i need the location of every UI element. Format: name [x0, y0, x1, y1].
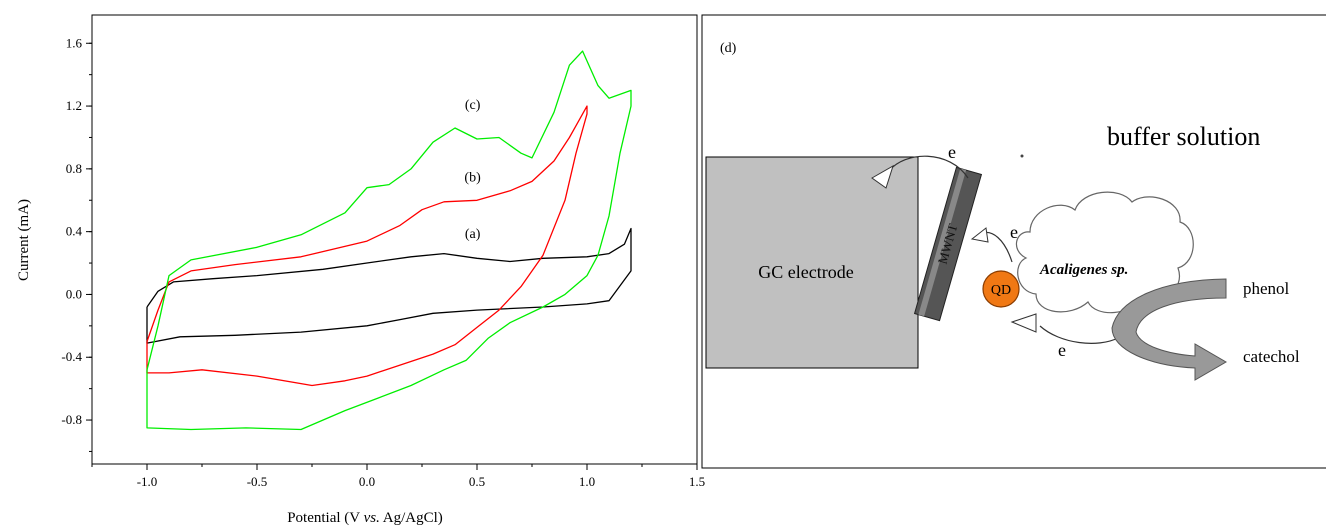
- x-tick-label: -1.0: [137, 474, 158, 489]
- electron-arrows: e e e: [871, 142, 1066, 360]
- x-tick-label: 0.0: [359, 474, 375, 489]
- electron-label-lower: e: [1058, 340, 1066, 360]
- electron-arrowhead-upper: [871, 164, 894, 189]
- y-tick-label: 0.4: [66, 224, 83, 239]
- qd-circle: [982, 270, 1020, 308]
- phenol-to-catechol-arrow: [1111, 278, 1227, 381]
- buffer-solution-label: buffer solution: [1107, 122, 1260, 151]
- phenol-label: phenol: [1243, 279, 1290, 298]
- lower-electron-loop: [1010, 313, 1119, 344]
- y-tick-label: 0.8: [66, 161, 82, 176]
- nanotube-highlight: [918, 168, 967, 317]
- mechanism-diagram: (d) buffer solution GC electrode MWNT e …: [701, 14, 1326, 469]
- x-axis-label-part-2: vs.: [364, 510, 380, 526]
- x-axis-label-part-3: Ag/AgCl): [380, 510, 443, 526]
- bacteria-label: Acaligenes sp.: [1039, 262, 1128, 278]
- y-tick-label: -0.4: [61, 349, 82, 364]
- x-axis-label: Potential (V vs. Ag/AgCl): [287, 510, 443, 526]
- x-tick-label: 1.0: [579, 474, 595, 489]
- series-layer: [146, 50, 632, 431]
- plot-frame: [91, 14, 698, 465]
- qd-label: QD: [991, 283, 1011, 298]
- curve-label: (c): [465, 98, 481, 113]
- cv-curve-b: [146, 105, 588, 387]
- x-tick-label: 1.5: [689, 474, 705, 489]
- curve-labels: (a) (b) (c): [464, 98, 481, 242]
- x-tick-label: 0.5: [469, 474, 485, 489]
- electron-label-middle: e: [1010, 222, 1018, 242]
- gc-electrode: [705, 156, 919, 369]
- gc-electrode-label: GC electrode: [758, 262, 853, 282]
- panel-label: (d): [720, 41, 737, 56]
- mwnt-nanotube: MWNT: [913, 154, 1024, 322]
- cv-curve-a: [146, 227, 632, 344]
- x-tick-label: -0.5: [247, 474, 268, 489]
- conversion-arrow: phenol catechol: [1111, 278, 1300, 381]
- electron-path-lower: [1039, 325, 1119, 344]
- y-axis-ticks: -0.8 -0.4 0.0 0.4 0.8 1.2 1.6: [61, 35, 92, 452]
- nanotube-speck: [1020, 154, 1024, 158]
- curve-label: (a): [465, 227, 481, 242]
- electron-arrowhead-middle: [970, 227, 989, 243]
- x-axis-ticks: -1.0 -0.5 0.0 0.5 1.0 1.5: [91, 464, 705, 489]
- electron-path-upper: [887, 155, 969, 179]
- electron-label-upper: e: [948, 142, 956, 162]
- electron-arrowhead-lower: [1010, 313, 1037, 333]
- y-tick-label: 1.6: [66, 35, 83, 50]
- y-tick-label: 0.0: [66, 286, 82, 301]
- cv-curve-c: [146, 50, 632, 431]
- y-tick-label: -0.8: [61, 412, 82, 427]
- catechol-label: catechol: [1243, 347, 1300, 366]
- quantum-dot: QD: [982, 270, 1020, 308]
- y-tick-label: 1.2: [66, 98, 82, 113]
- y-axis-label: Current (mA): [16, 199, 32, 281]
- curve-label: (b): [464, 170, 481, 185]
- cyclic-voltammogram-chart: -1.0 -0.5 0.0 0.5 1.0 1.5 -0.8 -0.4 0.0 0.4 0.8 1.…: [16, 14, 705, 526]
- x-axis-label-part-1: Potential (V: [287, 510, 363, 526]
